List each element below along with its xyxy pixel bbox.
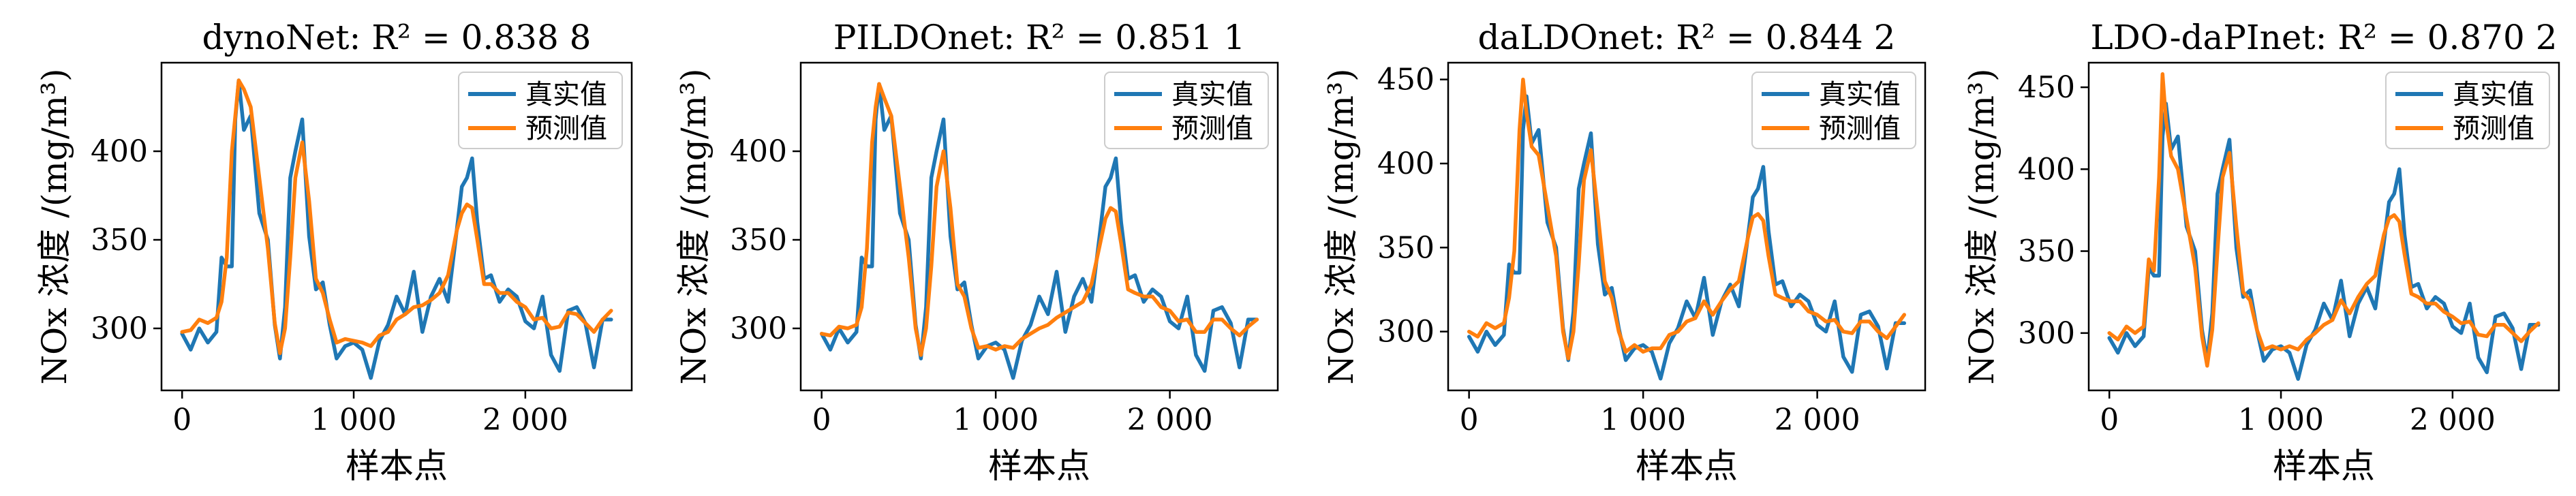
chart-panel-ldo-dapinet: 0 1 000 2 000 300 350 400 450 LDO-daPInet: R² =…	[1962, 18, 2560, 486]
x-tick-label: 2 000	[1775, 403, 1860, 437]
y-tick-label: 450	[2018, 70, 2075, 105]
x-axis-label: 样本点	[346, 446, 448, 486]
plot-frame	[799, 61, 1279, 392]
y-tick-label: 400	[91, 134, 148, 169]
x-tick-label: 0	[1460, 403, 1479, 437]
chart-title: PILDOnet: R² = 0.851 1	[833, 18, 1246, 57]
y-tick-label: 350	[1377, 230, 1435, 265]
x-tick-label: 2 000	[482, 403, 568, 437]
chart-title: daLDOnet: R² = 0.844 2	[1478, 18, 1896, 57]
y-axis-label: NOx 浓度 /(mg/m³)	[35, 68, 74, 384]
x-tick-label: 2 000	[2410, 403, 2496, 437]
legend-label-predicted: 预测值	[1819, 113, 1901, 144]
y-tick-label: 300	[730, 311, 787, 346]
chart-panel-pildonet: 0 1 000 2 000 300 350 400 PILDOnet: R² = 0.851…	[674, 18, 1279, 486]
legend-label-predicted: 预测值	[1171, 113, 1253, 144]
x-tick-label: 0	[172, 403, 191, 437]
y-tick-label: 400	[730, 134, 787, 169]
x-tick-label: 2 000	[1127, 403, 1213, 437]
y-axis-label: NOx 浓度 /(mg/m³)	[674, 68, 714, 384]
series-line-predicted	[819, 82, 1259, 357]
series-group	[180, 78, 613, 380]
y-axis-label: NOx 浓度 /(mg/m³)	[1321, 68, 1361, 384]
x-axis-label: 样本点	[988, 446, 1090, 486]
y-axis-label: NOx 浓度 /(mg/m³)	[1962, 68, 2002, 384]
y-tick-label: 300	[1377, 315, 1435, 350]
series-line-predicted	[1467, 77, 1907, 360]
y-tick-label: 350	[2018, 234, 2075, 269]
x-tick-label: 1 000	[1600, 403, 1686, 437]
series-group	[2107, 72, 2541, 381]
y-tick-label: 300	[91, 311, 148, 346]
y-tick-label: 450	[1377, 63, 1435, 97]
x-tick-label: 0	[812, 403, 831, 437]
chart-title: dynoNet: R² = 0.838 8	[202, 18, 592, 57]
plot-frame	[160, 61, 633, 392]
y-tick-label: 300	[2018, 316, 2075, 351]
y-tick-label: 400	[1377, 146, 1435, 181]
legend-label-actual: 真实值	[1819, 79, 1901, 110]
series-group	[819, 82, 1259, 380]
series-line-predicted	[2107, 72, 2541, 368]
series-line-actual	[180, 78, 613, 380]
x-axis-label: 样本点	[1636, 446, 1738, 486]
series-line-predicted	[180, 78, 613, 356]
x-tick-label: 0	[2100, 403, 2119, 437]
x-tick-label: 1 000	[953, 403, 1039, 437]
y-tick-label: 400	[2018, 152, 2075, 187]
x-tick-label: 1 000	[311, 403, 397, 437]
legend-label-actual: 真实值	[1171, 79, 1253, 110]
series-group	[1467, 77, 1907, 381]
chart-title: LDO-daPInet: R² = 0.870 2	[2090, 18, 2557, 57]
chart-panel-dynonet: 0 1 000 2 000 300 350 400 dynoNet: R² = 0.838 …	[35, 18, 633, 486]
legend-label-actual: 真实值	[2453, 79, 2534, 110]
y-tick-label: 350	[730, 223, 787, 258]
legend-label-predicted: 预测值	[525, 113, 607, 144]
x-tick-label: 1 000	[2238, 403, 2324, 437]
plot-frame	[2087, 61, 2560, 392]
legend-label-predicted: 预测值	[2453, 113, 2534, 144]
chart-panel-daldonet: 0 1 000 2 000 300 350 400 450 daLDOnet: R² = 0.…	[1321, 18, 1927, 486]
legend-label-actual: 真实值	[525, 79, 607, 110]
y-tick-label: 350	[91, 223, 148, 258]
x-axis-label: 样本点	[2273, 446, 2375, 486]
plot-frame	[1447, 61, 1927, 392]
